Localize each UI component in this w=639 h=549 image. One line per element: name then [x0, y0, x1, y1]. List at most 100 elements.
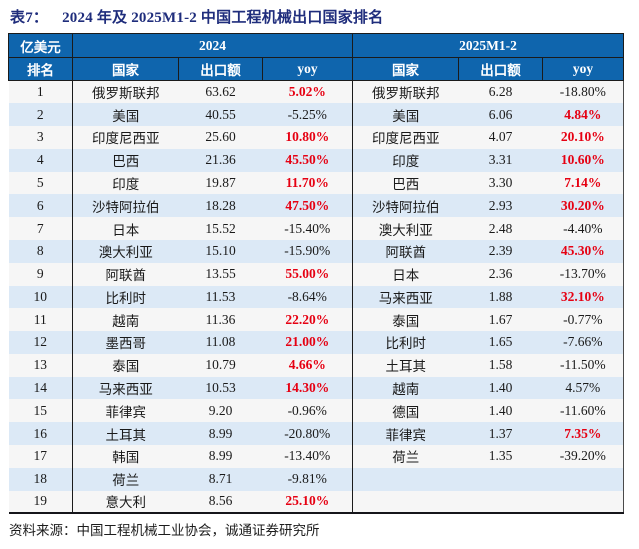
yoy-2024-cell: -15.40% — [262, 217, 354, 240]
country-2024-cell: 巴西 — [112, 154, 140, 170]
country-2024-cell: 荷兰 — [112, 473, 140, 489]
table-row: 11 越南 11.36 22.20% 泰国 1.67 -0.77% — [8, 308, 625, 332]
export-2024-cell: 11.36 — [205, 311, 236, 327]
country-2025-cell: 德国 — [392, 404, 420, 420]
table-row: 5 印度 19.87 11.70% 巴西 3.30 7.14% — [8, 171, 625, 195]
col-header-rank: 排名 — [8, 57, 73, 81]
yoy-2025-cell: -39.20% — [542, 445, 625, 468]
country-2025-cell: 阿联酋 — [385, 245, 427, 261]
rank-cell: 14 — [8, 376, 73, 400]
export-2025-cell: 3.31 — [488, 152, 513, 168]
table-row: 3 印度尼西亚 25.60 10.80% 印度尼西亚 4.07 20.10% — [8, 126, 625, 149]
yoy-2024-cell: 22.20% — [262, 308, 354, 332]
country-2025-cell — [352, 490, 459, 515]
table-row: 7 日本 15.52 -15.40% 澳大利亚 2.48 -4.40% — [8, 217, 625, 240]
export-2024-cell: 10.79 — [205, 357, 236, 373]
col-header-export-2025: 出口额 — [458, 57, 544, 81]
country-2025-cell: 澳大利亚 — [378, 222, 433, 238]
unit-label: 亿美元 — [8, 33, 73, 58]
yoy-2025-cell: 32.10% — [542, 285, 625, 309]
country-2025-cell: 比利时 — [385, 336, 427, 352]
country-2025-cell: 俄罗斯联邦 — [372, 86, 440, 102]
table-row: 15 菲律宾 9.20 -0.96% 德国 1.40 -11.60% — [8, 399, 625, 423]
export-2025-cell: 3.30 — [488, 175, 513, 191]
yoy-2024-cell: 55.00% — [262, 262, 354, 286]
yoy-2025-cell: 7.14% — [542, 171, 625, 195]
export-2024-cell: 8.99 — [208, 448, 233, 464]
table-row: 9 阿联酋 13.55 55.00% 日本 2.36 -13.70% — [8, 262, 625, 286]
export-2025-cell: 1.35 — [488, 448, 513, 464]
country-2025-cell: 越南 — [392, 382, 420, 398]
col-header-yoy-2024: yoy — [261, 57, 354, 81]
table-row: 18 荷兰 8.71 -9.81% — [8, 467, 625, 491]
col-header-export-2024: 出口额 — [178, 57, 263, 81]
export-2025-cell — [459, 468, 543, 491]
yoy-2025-cell: -7.66% — [542, 331, 625, 354]
export-2025-cell: 6.06 — [488, 106, 513, 122]
rank-cell: 9 — [8, 262, 73, 286]
yoy-2025-cell: -13.70% — [542, 262, 625, 286]
table-row: 2 美国 40.55 -5.25% 美国 6.06 4.84% — [8, 103, 625, 127]
export-2024-cell: 18.28 — [205, 197, 236, 213]
export-2024-cell: 9.20 — [208, 402, 233, 418]
rank-cell: 12 — [8, 331, 73, 354]
rank-cell: 7 — [8, 217, 73, 240]
export-2025-cell: 1.40 — [488, 402, 513, 418]
table-title-text: 2024 年及 2025M1-2 中国工程机械出口国家排名 — [62, 10, 384, 26]
export-2025-cell: 2.48 — [488, 220, 513, 236]
country-2025-cell: 沙特阿拉伯 — [372, 199, 440, 215]
yoy-2025-cell: -4.40% — [542, 217, 625, 240]
yoy-2024-cell: -20.80% — [262, 422, 354, 445]
export-2024-cell: 11.53 — [205, 288, 236, 304]
rank-cell: 1 — [8, 80, 73, 104]
rank-cell: 2 — [8, 103, 73, 127]
rank-cell: 6 — [8, 194, 73, 218]
column-header-row: 排名 国家 出口额 yoy 国家 出口额 yoy — [8, 57, 625, 81]
yoy-2024-cell: -8.64% — [262, 285, 354, 309]
country-2024-cell: 墨西哥 — [105, 336, 147, 352]
table-body: 1 俄罗斯联邦 63.62 5.02% 俄罗斯联邦 6.28 -18.80% 2 美国 40.55… — [8, 80, 625, 515]
export-2025-cell: 1.88 — [488, 288, 513, 304]
rank-cell: 8 — [8, 239, 73, 263]
country-2024-cell: 阿联酋 — [105, 268, 147, 284]
table-row: 12 墨西哥 11.08 21.00% 比利时 1.65 -7.66% — [8, 331, 625, 354]
rank-cell: 10 — [8, 285, 73, 309]
export-2024-cell: 19.87 — [205, 175, 236, 191]
yoy-2025-cell: 4.57% — [542, 376, 625, 400]
yoy-2025-cell: 10.60% — [542, 148, 625, 172]
col-header-yoy-2025: yoy — [542, 57, 625, 81]
country-2024-cell: 比利时 — [105, 290, 147, 306]
country-2024-cell: 韩国 — [112, 450, 140, 466]
table-row: 8 澳大利亚 15.10 -15.90% 阿联酋 2.39 45.30% — [8, 239, 625, 263]
country-2024-cell: 日本 — [112, 222, 140, 238]
country-2024-cell: 泰国 — [112, 359, 140, 375]
country-2024-cell: 印度尼西亚 — [92, 131, 160, 147]
rank-cell: 15 — [8, 399, 73, 423]
country-2025-cell: 印度 — [392, 154, 420, 170]
yoy-2024-cell: 14.30% — [262, 376, 354, 400]
country-2024-cell: 美国 — [112, 108, 140, 124]
yoy-2024-cell: -13.40% — [262, 445, 354, 468]
table-row: 17 韩国 8.99 -13.40% 荷兰 1.35 -39.20% — [8, 445, 625, 468]
country-2024-cell: 越南 — [112, 313, 140, 329]
country-2025-cell: 菲律宾 — [385, 427, 427, 443]
group-header-row: 亿美元 2024 2025M1-2 — [8, 33, 625, 58]
rank-cell: 3 — [8, 126, 73, 149]
yoy-2024-cell: 5.02% — [262, 80, 354, 104]
table-row: 6 沙特阿拉伯 18.28 47.50% 沙特阿拉伯 2.93 30.20% — [8, 194, 625, 218]
export-2024-cell: 11.08 — [205, 334, 236, 350]
export-2025-cell: 6.28 — [488, 84, 513, 100]
country-2025-cell: 土耳其 — [385, 359, 427, 375]
country-2025-cell: 日本 — [392, 268, 420, 284]
rank-cell: 13 — [8, 353, 73, 377]
rank-cell: 18 — [8, 467, 73, 491]
yoy-2025-cell: -11.60% — [542, 399, 625, 423]
export-2024-cell: 8.56 — [178, 490, 263, 515]
export-2024-cell: 63.62 — [205, 84, 236, 100]
export-2024-cell: 15.10 — [205, 243, 236, 259]
export-2025-cell: 1.65 — [488, 334, 513, 350]
table-title: 表7： 2024 年及 2025M1-2 中国工程机械出口国家排名 — [10, 6, 383, 27]
yoy-2024-cell: -15.90% — [262, 239, 354, 263]
yoy-2025-cell — [542, 467, 625, 491]
country-2024-cell: 澳大利亚 — [98, 245, 153, 261]
